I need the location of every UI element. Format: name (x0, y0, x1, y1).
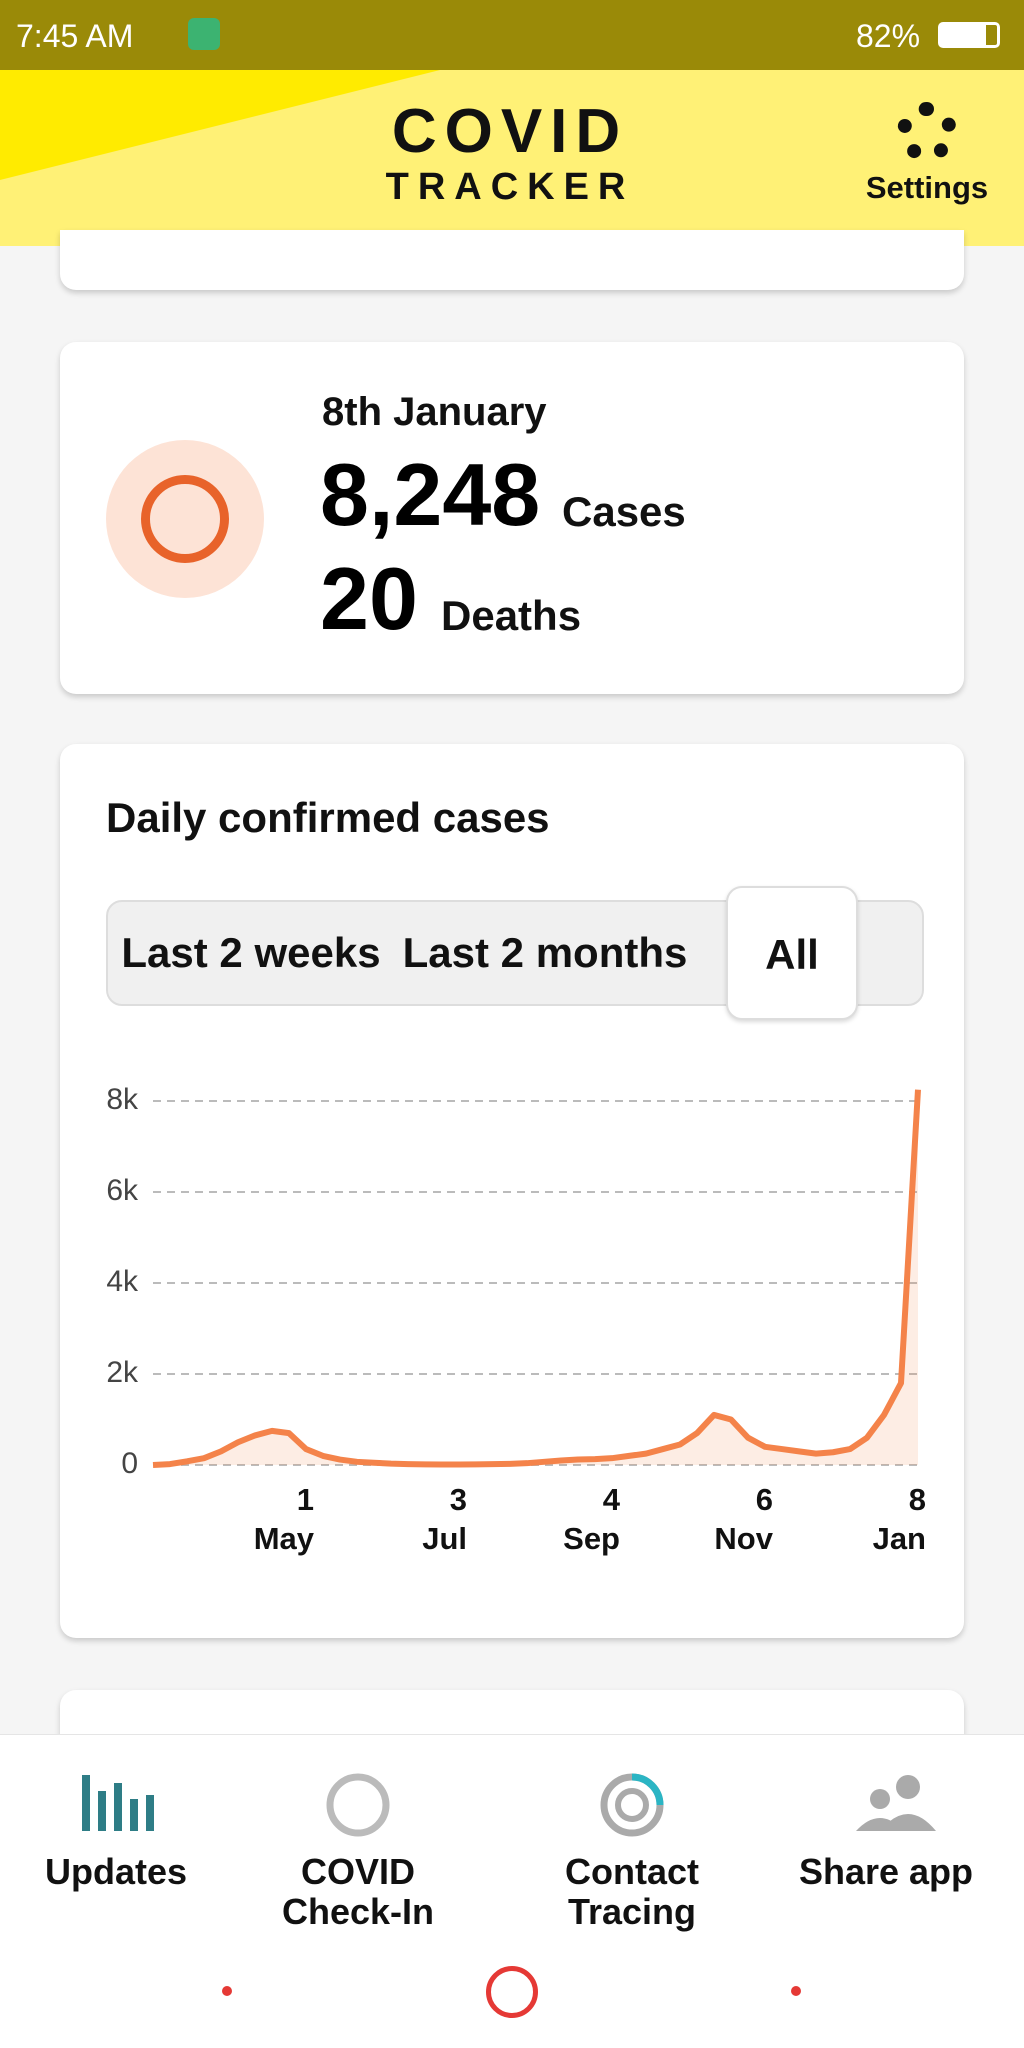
logo-top: COVID (391, 97, 629, 166)
summary-date: 8th January (322, 390, 547, 434)
settings-icon[interactable] (897, 102, 957, 162)
nav-label[interactable]: Tracing (567, 1891, 697, 1932)
cases-label: Cases (562, 488, 686, 535)
status-bar: 7:45 AM 82% (0, 0, 1024, 70)
virus-icon (141, 475, 229, 563)
cases-value: 8,248 (320, 445, 541, 544)
nav-label[interactable]: Check-In (281, 1891, 435, 1932)
header: COVID TRACKER Settings (0, 70, 1024, 246)
nav-label[interactable]: COVID (300, 1851, 415, 1892)
nav-label[interactable]: Share app (798, 1851, 974, 1892)
settings-label[interactable]: Settings (865, 170, 989, 205)
clock: 7:45 AM (16, 18, 134, 54)
battery-text: 82% (856, 18, 921, 54)
nav-label[interactable]: Updates (44, 1851, 188, 1892)
chart-title: Daily confirmed cases (106, 794, 550, 841)
virus-icon-bg (106, 440, 264, 598)
nav-home[interactable] (486, 1966, 538, 2018)
nav-icons (82, 1773, 936, 1837)
summary-card: 8th January 8,248 Cases 20 Deaths (60, 342, 964, 694)
card-partial (60, 230, 964, 290)
chart-card: Daily confirmed cases Last 2 weeks Last 2… (60, 744, 964, 1638)
battery-icon (938, 22, 1000, 48)
nav-label[interactable]: Contact (565, 1851, 699, 1892)
app-icon (188, 18, 220, 50)
nav-recent[interactable] (791, 1986, 801, 1996)
logo-bottom: TRACKER (385, 166, 635, 208)
header-stripe (0, 70, 440, 180)
deaths-value: 20 (320, 549, 418, 648)
tab[interactable]: Last 2 months (402, 929, 688, 976)
tab[interactable]: All (726, 886, 858, 1020)
deaths-label: Deaths (441, 592, 582, 639)
bottom-nav: Updates COVID Check-In Contact Tracing Share … (0, 1734, 1024, 1934)
tab[interactable]: Last 2 weeks (121, 929, 381, 976)
system-nav (0, 1934, 1024, 2048)
nav-back[interactable] (222, 1986, 232, 1996)
